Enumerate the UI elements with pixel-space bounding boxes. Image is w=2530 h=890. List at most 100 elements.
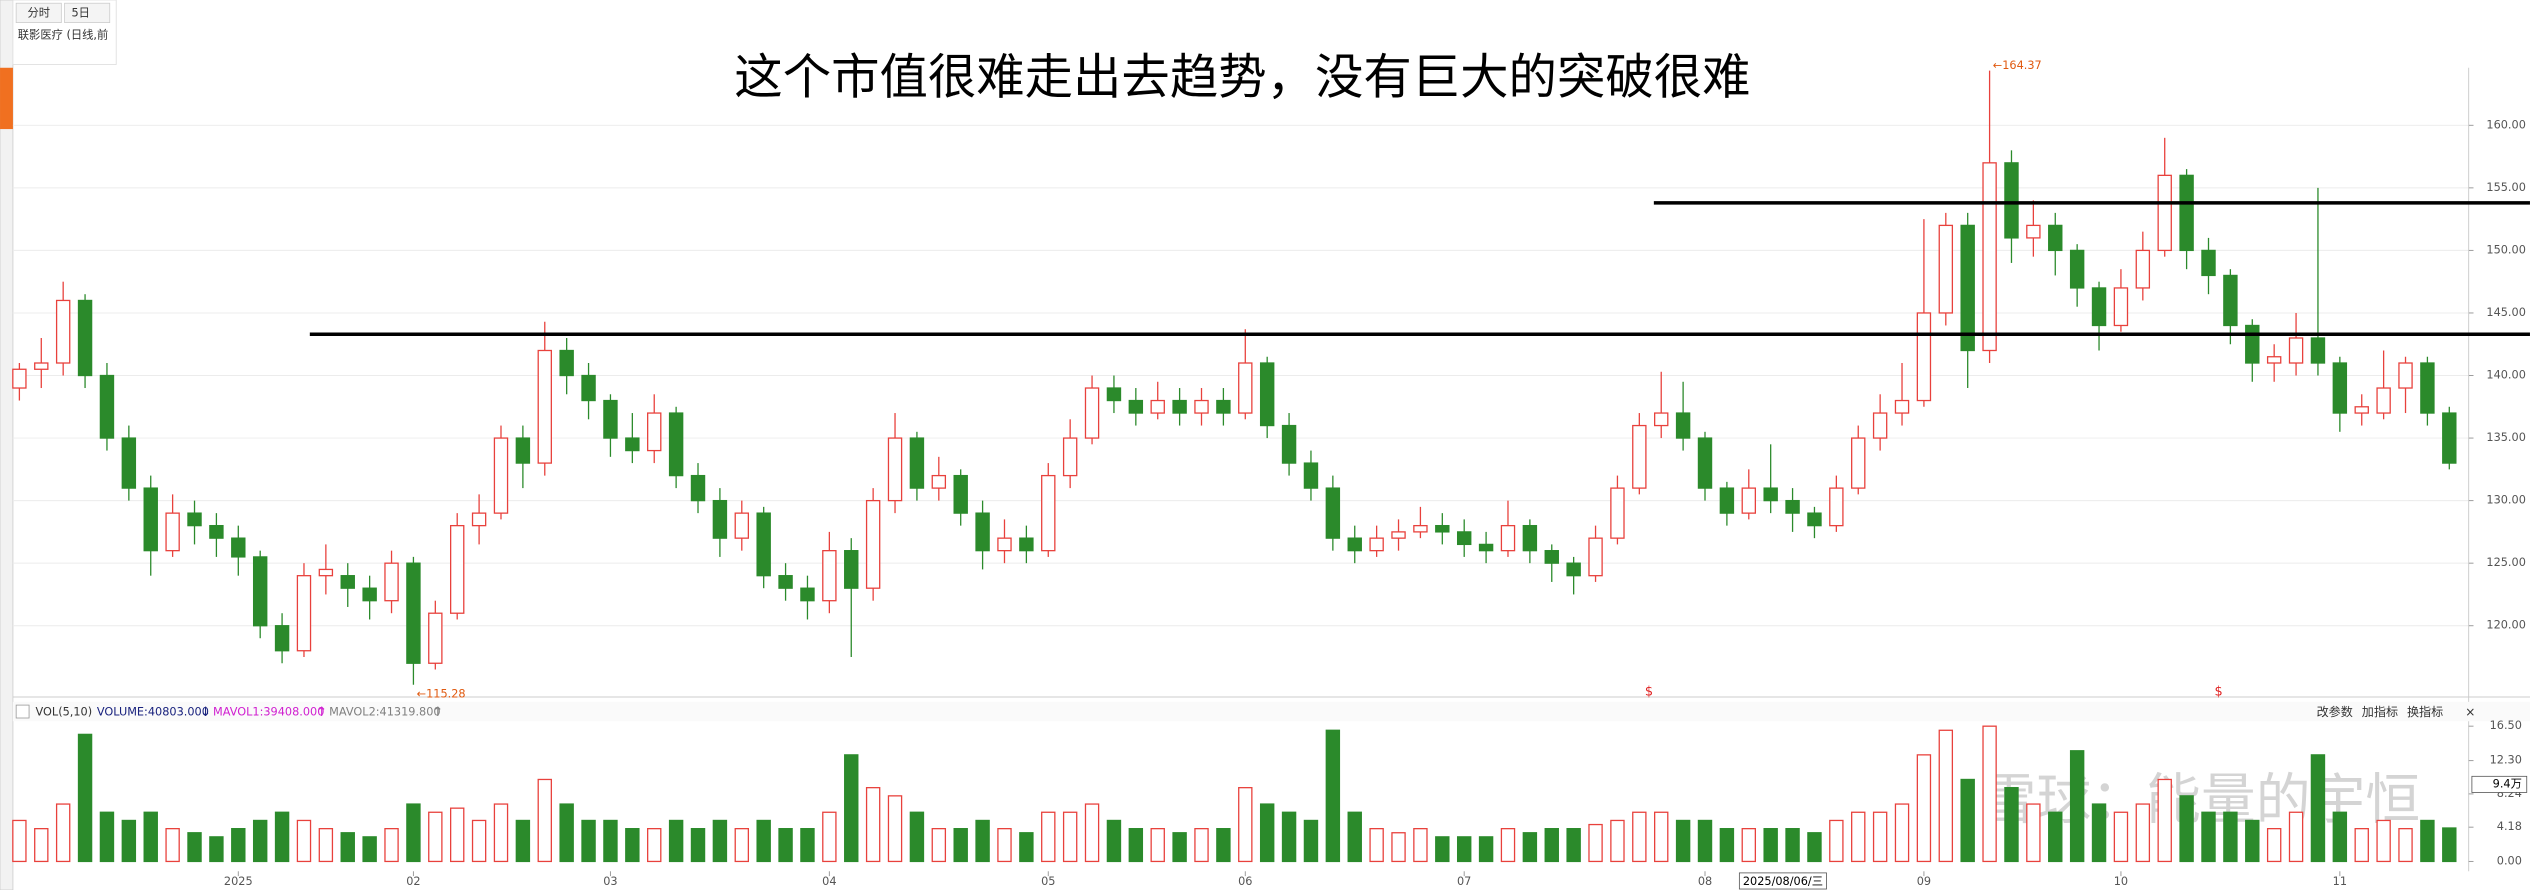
- tab-label[interactable]: 分时: [27, 7, 50, 20]
- tab[interactable]: [64, 2, 111, 23]
- help-button[interactable]: [15, 704, 30, 719]
- stock-name: 联影医疗 (日线,前: [18, 27, 109, 41]
- x-tick-label: 05: [1041, 875, 1055, 888]
- sidebar-active-tab[interactable]: [0, 67, 13, 130]
- candle-body: [931, 474, 947, 489]
- volume-bar: [537, 778, 552, 863]
- candle-body: [2398, 362, 2413, 389]
- volume-bar: [1675, 819, 1691, 863]
- volume-bar: [1062, 811, 1078, 863]
- candle-body: [1347, 537, 1362, 552]
- candle-body: [77, 299, 93, 377]
- volume-bar: [384, 828, 399, 863]
- candle-body: [2266, 356, 2282, 364]
- volume-bar: [822, 811, 837, 863]
- candle-body: [734, 512, 750, 539]
- volume-bar: [362, 836, 377, 863]
- volume-bar: [1982, 725, 1997, 863]
- indicator-button[interactable]: 改参数: [2317, 704, 2353, 719]
- volume-bar: [1500, 828, 1516, 863]
- candle-body: [581, 374, 596, 402]
- candle-body: [121, 437, 137, 489]
- tab[interactable]: [15, 2, 62, 23]
- volume-bar: [690, 828, 706, 863]
- volume-tick-label: 16.50: [2490, 719, 2522, 732]
- candle-body: [449, 524, 465, 614]
- volume-bar: [953, 828, 968, 863]
- indicator-arrow: ↑: [432, 705, 443, 720]
- volume-bar: [231, 828, 246, 863]
- indicator-button[interactable]: ×: [2465, 705, 2475, 719]
- tab-label[interactable]: 5日: [71, 7, 89, 20]
- chart-title: 这个市值很难走出去趋势，没有巨大的突破很难: [734, 50, 1750, 106]
- y-tick-label: 130.00: [2486, 494, 2525, 507]
- candle-body: [2442, 412, 2457, 464]
- volume-bar: [1763, 828, 1778, 863]
- volume-bar: [2442, 827, 2457, 863]
- volume-bar: [2026, 803, 2041, 863]
- candle-body: [362, 587, 377, 602]
- volume-bar: [252, 819, 268, 863]
- candle-body: [1019, 537, 1034, 552]
- candle-body: [1960, 224, 1975, 352]
- indicator-button[interactable]: 换指标: [2407, 704, 2443, 719]
- candle-body: [800, 587, 815, 602]
- indicator-name: VOL(5,10): [36, 705, 93, 718]
- volume-bar: [99, 811, 115, 863]
- volume-bar: [428, 811, 443, 863]
- volume-bar: [1435, 836, 1450, 863]
- candle-body: [844, 550, 859, 589]
- candle-body: [1150, 399, 1165, 414]
- candle-body: [756, 512, 771, 577]
- volume-bar: [493, 803, 509, 863]
- volume-bar: [2113, 811, 2129, 863]
- volume-bar: [1588, 823, 1603, 863]
- candle-body: [187, 512, 202, 527]
- candle-body: [209, 524, 224, 539]
- volume-bar: [143, 811, 158, 863]
- cursor-date: 2025/08/06/三: [1743, 875, 1823, 888]
- candle-body: [406, 562, 421, 664]
- candle-body: [1610, 487, 1625, 539]
- volume-bar: [800, 828, 815, 863]
- sidebar: [0, 0, 14, 890]
- indicator-value: MAVOL1:39408.000: [213, 705, 324, 718]
- candle-body: [1435, 524, 1450, 533]
- candle-body: [2091, 287, 2107, 327]
- volume-bar: [1697, 819, 1713, 863]
- volume-bar: [1522, 832, 1538, 863]
- y-tick-label: 150.00: [2486, 243, 2525, 256]
- candle-body: [1654, 412, 1669, 427]
- candle-body: [2135, 249, 2151, 289]
- candle-body: [428, 612, 443, 664]
- volume-bar: [2288, 811, 2304, 863]
- x-tick-label: 04: [822, 875, 836, 888]
- candle-body: [559, 349, 574, 377]
- volume-bar: [209, 836, 224, 863]
- x-tick-label: 09: [1917, 875, 1931, 888]
- volume-bar: [909, 811, 925, 863]
- candle-body: [1938, 224, 1954, 314]
- volume-bar: [121, 819, 137, 863]
- y-tick-label: 125.00: [2486, 556, 2525, 569]
- volume-bar: [1216, 828, 1231, 863]
- marker: $: [1645, 685, 1653, 700]
- volume-tick-label: 4.18: [2497, 820, 2522, 833]
- volume-bar: [449, 807, 465, 863]
- cursor-label: 9.4万: [2493, 777, 2522, 790]
- x-tick-label: 03: [603, 875, 617, 888]
- volume-bar: [581, 819, 596, 863]
- volume-bar: [2398, 828, 2413, 863]
- candle-body: [1785, 499, 1800, 514]
- volume-bar: [559, 803, 574, 863]
- volume-bar: [734, 828, 750, 863]
- volume-bar: [1369, 828, 1384, 863]
- candle-body: [603, 399, 618, 439]
- candle-body: [252, 556, 268, 627]
- candle-body: [1632, 424, 1647, 489]
- candle-body: [1829, 487, 1844, 527]
- y-tick-label: 160.00: [2486, 118, 2525, 131]
- indicator-button[interactable]: 加指标: [2362, 704, 2398, 719]
- candle-body: [143, 487, 158, 552]
